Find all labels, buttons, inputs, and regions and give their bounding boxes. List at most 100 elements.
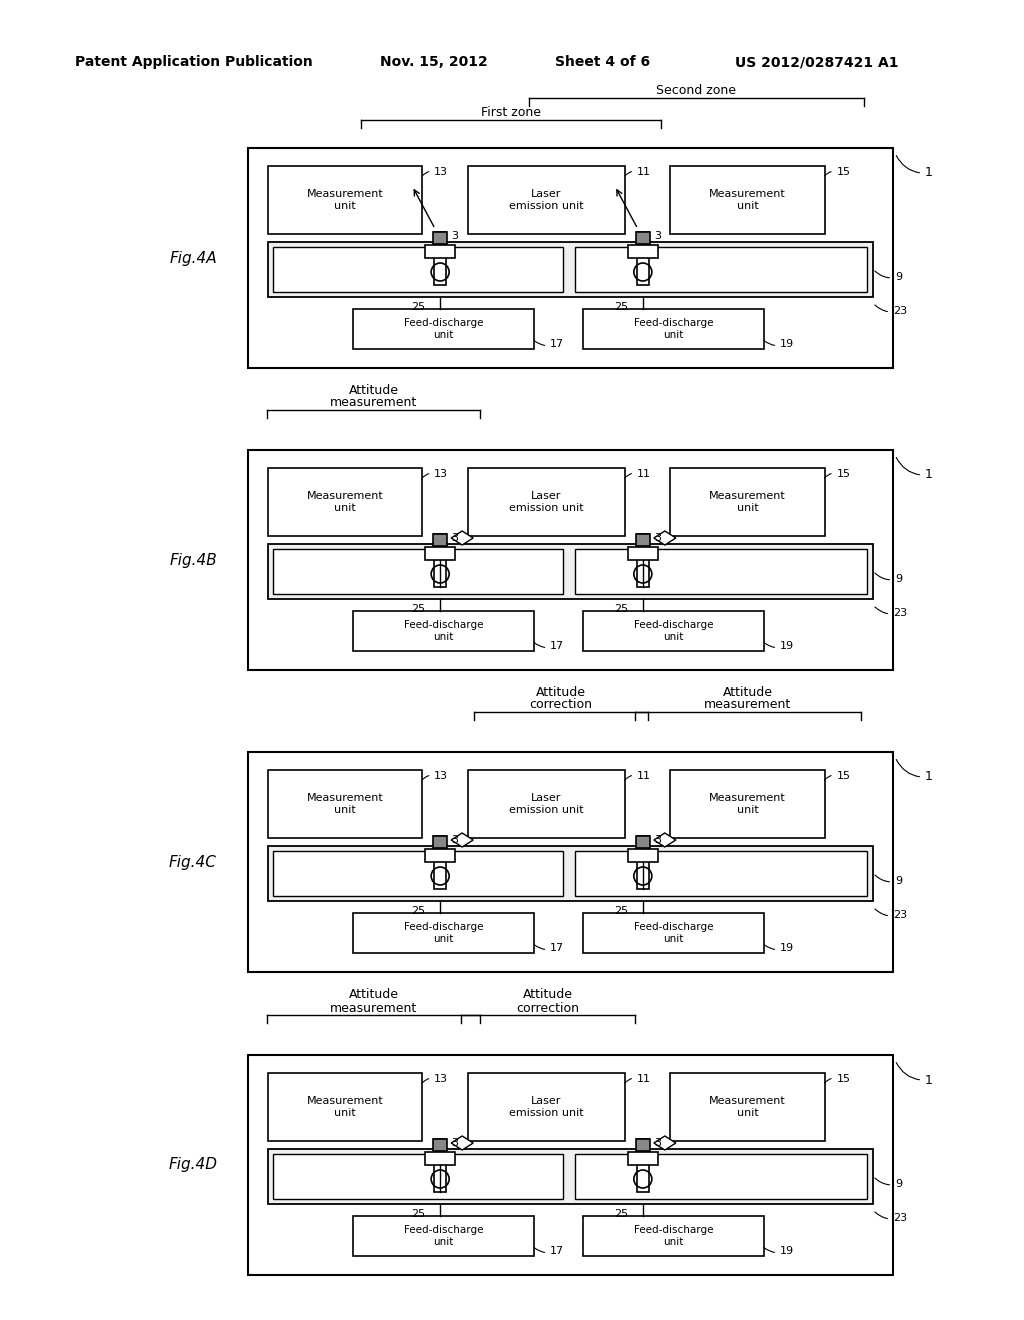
Polygon shape: [654, 1137, 676, 1150]
Bar: [637, 232, 649, 285]
Text: 11: 11: [625, 771, 651, 781]
Bar: [637, 1139, 649, 1192]
Text: Fig.4A: Fig.4A: [169, 251, 217, 265]
Bar: [248, 450, 893, 671]
Text: Sheet 4 of 6: Sheet 4 of 6: [555, 55, 650, 69]
Text: 17: 17: [535, 339, 564, 348]
Text: Feed-discharge
unit: Feed-discharge unit: [634, 923, 713, 944]
Text: 23: 23: [874, 607, 907, 618]
Bar: [583, 913, 764, 953]
Text: 13: 13: [422, 1074, 449, 1084]
Text: Laser
emission unit: Laser emission unit: [509, 491, 584, 512]
Text: 19: 19: [764, 642, 795, 651]
Polygon shape: [654, 833, 676, 847]
Bar: [434, 1139, 446, 1192]
Bar: [468, 469, 625, 536]
Text: 3: 3: [654, 1138, 660, 1148]
Bar: [583, 1216, 764, 1257]
Text: Fig.4C: Fig.4C: [169, 854, 217, 870]
Bar: [352, 1216, 535, 1257]
Text: Measurement
unit: Measurement unit: [709, 1096, 785, 1118]
Text: 23: 23: [874, 1212, 907, 1224]
Bar: [671, 166, 824, 234]
Bar: [248, 752, 893, 972]
Text: Attitude: Attitude: [349, 989, 398, 1002]
Bar: [636, 1139, 650, 1151]
Text: 25: 25: [613, 1209, 628, 1218]
Bar: [273, 1154, 563, 1199]
Text: US 2012/0287421 A1: US 2012/0287421 A1: [735, 55, 898, 69]
Bar: [425, 546, 455, 560]
Bar: [575, 851, 867, 896]
Text: 23: 23: [874, 305, 907, 315]
Bar: [268, 1073, 422, 1140]
Text: 11: 11: [625, 1074, 651, 1084]
Text: measurement: measurement: [705, 698, 792, 711]
Text: 25: 25: [411, 302, 425, 312]
Text: 1: 1: [896, 156, 933, 180]
Text: Measurement
unit: Measurement unit: [709, 491, 785, 512]
Bar: [636, 535, 650, 546]
Text: 17: 17: [535, 942, 564, 953]
Text: 3: 3: [654, 231, 660, 242]
Text: Measurement
unit: Measurement unit: [307, 1096, 384, 1118]
Bar: [636, 836, 650, 847]
Text: 19: 19: [764, 339, 795, 348]
Text: 3: 3: [654, 533, 660, 543]
Bar: [671, 770, 824, 838]
Bar: [434, 535, 446, 587]
Text: Feed-discharge
unit: Feed-discharge unit: [403, 318, 483, 339]
Text: 1: 1: [896, 1063, 933, 1086]
Bar: [636, 232, 650, 244]
Polygon shape: [452, 833, 473, 847]
Text: 3: 3: [452, 533, 458, 543]
Text: 23: 23: [874, 909, 907, 920]
Bar: [273, 549, 563, 594]
Text: 17: 17: [535, 1246, 564, 1257]
Bar: [583, 309, 764, 348]
Bar: [637, 535, 649, 587]
Bar: [468, 166, 625, 234]
Polygon shape: [452, 531, 473, 545]
Text: Second zone: Second zone: [656, 84, 736, 98]
Bar: [671, 469, 824, 536]
Text: 9: 9: [874, 875, 902, 886]
Text: measurement: measurement: [330, 396, 418, 409]
Text: 25: 25: [613, 906, 628, 916]
Text: Measurement
unit: Measurement unit: [709, 793, 785, 814]
Text: First zone: First zone: [481, 107, 541, 120]
Text: Nov. 15, 2012: Nov. 15, 2012: [380, 55, 487, 69]
Text: Feed-discharge
unit: Feed-discharge unit: [634, 318, 713, 339]
Bar: [268, 166, 422, 234]
Bar: [433, 836, 447, 847]
Bar: [468, 1073, 625, 1140]
Bar: [268, 544, 873, 599]
Bar: [434, 836, 446, 888]
Text: 17: 17: [535, 642, 564, 651]
Bar: [273, 247, 563, 292]
Text: Feed-discharge
unit: Feed-discharge unit: [403, 620, 483, 642]
Bar: [352, 309, 535, 348]
Bar: [433, 535, 447, 546]
Text: 25: 25: [411, 1209, 425, 1218]
Text: Attitude: Attitude: [523, 989, 572, 1002]
Bar: [352, 611, 535, 651]
Bar: [628, 246, 657, 257]
Bar: [637, 836, 649, 888]
Text: Measurement
unit: Measurement unit: [709, 189, 785, 211]
Text: 9: 9: [874, 573, 902, 583]
Bar: [268, 1148, 873, 1204]
Bar: [628, 849, 657, 862]
Text: Feed-discharge
unit: Feed-discharge unit: [403, 923, 483, 944]
Bar: [628, 1152, 657, 1166]
Bar: [433, 232, 447, 244]
Text: 15: 15: [824, 771, 851, 781]
Text: 13: 13: [422, 168, 449, 177]
Bar: [575, 1154, 867, 1199]
Text: 11: 11: [625, 168, 651, 177]
Text: 25: 25: [411, 906, 425, 916]
Bar: [268, 242, 873, 297]
Text: Fig.4B: Fig.4B: [169, 553, 217, 568]
Text: Measurement
unit: Measurement unit: [307, 793, 384, 814]
Text: Attitude: Attitude: [536, 685, 586, 698]
